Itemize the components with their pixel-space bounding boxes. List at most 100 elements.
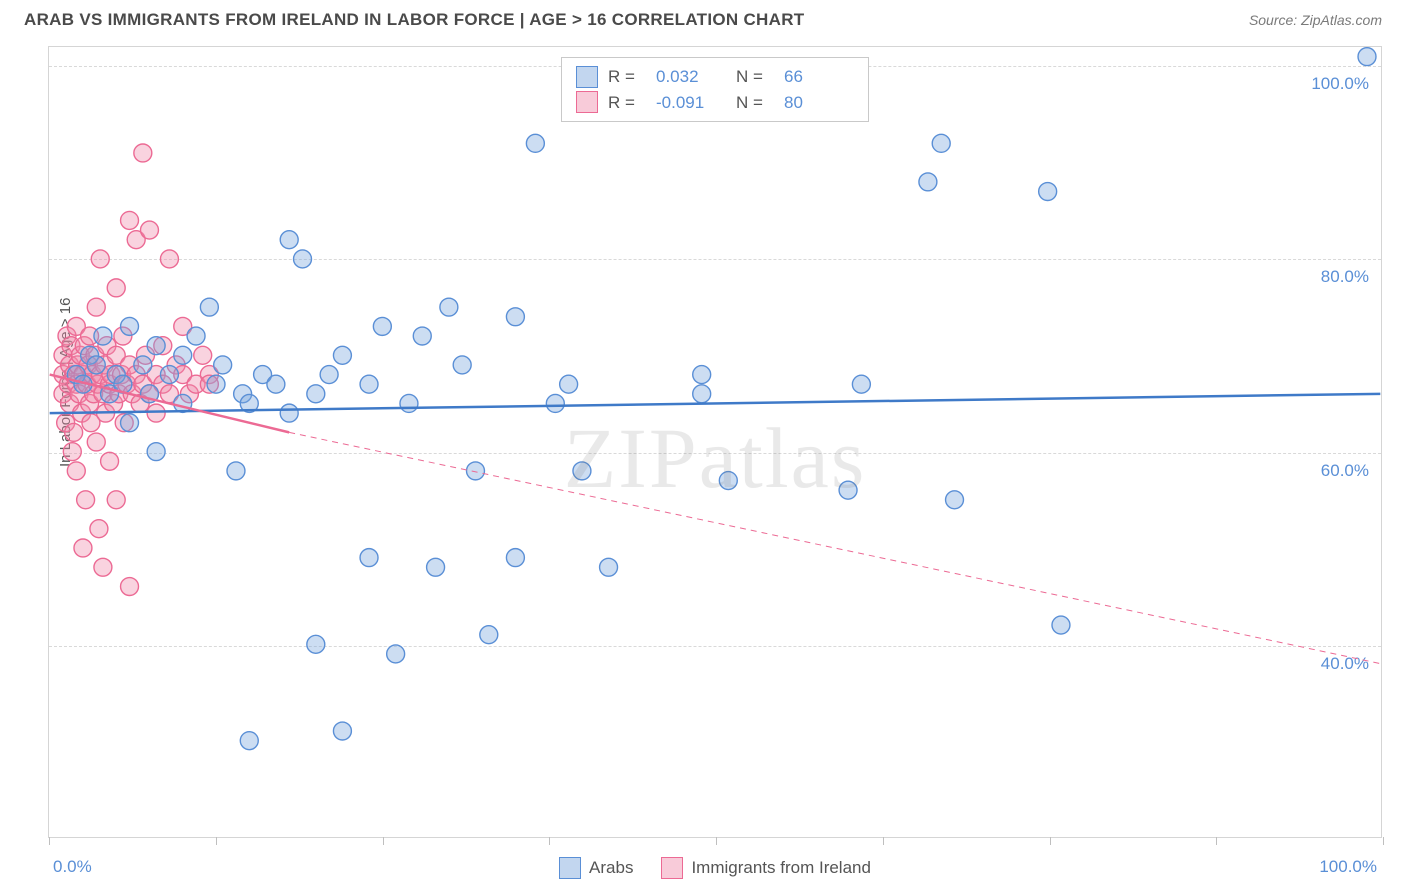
chart-area: In Labor Force | Age > 16 100.0%80.0%60.… — [48, 46, 1382, 838]
point-arabs — [453, 356, 471, 374]
point-arabs — [87, 356, 105, 374]
point-arabs — [333, 722, 351, 740]
x-tick-mark — [216, 837, 217, 845]
point-ireland — [87, 433, 105, 451]
point-arabs — [573, 462, 591, 480]
point-arabs — [147, 443, 165, 461]
point-arabs — [932, 134, 950, 152]
point-arabs — [427, 558, 445, 576]
point-ireland — [77, 491, 95, 509]
point-ireland — [63, 443, 81, 461]
legend-row-ireland: R = -0.091 N = 80 — [576, 90, 854, 116]
point-arabs — [294, 250, 312, 268]
swatch-blue-icon — [559, 857, 581, 879]
swatch-pink-icon — [661, 857, 683, 879]
x-tick-mark — [1050, 837, 1051, 845]
x-tick-mark — [1383, 837, 1384, 845]
point-arabs — [174, 394, 192, 412]
point-ireland — [74, 539, 92, 557]
x-tick-mark — [716, 837, 717, 845]
point-arabs — [320, 366, 338, 384]
x-tick-mark — [883, 837, 884, 845]
point-ireland — [160, 250, 178, 268]
swatch-blue-icon — [576, 66, 598, 88]
point-arabs — [227, 462, 245, 480]
point-arabs — [174, 346, 192, 364]
n-label: N = — [736, 64, 774, 90]
point-arabs — [839, 481, 857, 499]
point-arabs — [214, 356, 232, 374]
legend-row-arabs: R = 0.032 N = 66 — [576, 64, 854, 90]
r-value-ireland: -0.091 — [656, 90, 726, 116]
x-tick-mark — [1216, 837, 1217, 845]
point-arabs — [1039, 183, 1057, 201]
point-ireland — [121, 578, 139, 596]
series-legend: Arabs Immigrants from Ireland — [49, 857, 1381, 879]
point-arabs — [440, 298, 458, 316]
point-arabs — [307, 385, 325, 403]
point-arabs — [187, 327, 205, 345]
point-arabs — [946, 491, 964, 509]
point-arabs — [280, 404, 298, 422]
point-ireland — [65, 423, 83, 441]
point-arabs — [373, 317, 391, 335]
point-arabs — [360, 549, 378, 567]
r-label: R = — [608, 64, 646, 90]
point-ireland — [101, 452, 119, 470]
point-ireland — [141, 221, 159, 239]
trendline-ireland-dash — [289, 432, 1380, 663]
point-arabs — [1052, 616, 1070, 634]
point-arabs — [121, 317, 139, 335]
point-arabs — [506, 549, 524, 567]
legend-item-ireland: Immigrants from Ireland — [661, 857, 871, 879]
point-arabs — [207, 375, 225, 393]
point-arabs — [919, 173, 937, 191]
point-arabs — [240, 732, 258, 750]
point-arabs — [506, 308, 524, 326]
point-arabs — [400, 394, 418, 412]
legend-label-ireland: Immigrants from Ireland — [691, 858, 871, 878]
legend-item-arabs: Arabs — [559, 857, 633, 879]
point-ireland — [121, 211, 139, 229]
chart-source: Source: ZipAtlas.com — [1249, 12, 1382, 28]
point-ireland — [67, 462, 85, 480]
point-arabs — [121, 414, 139, 432]
point-arabs — [280, 231, 298, 249]
r-label: R = — [608, 90, 646, 116]
point-ireland — [194, 346, 212, 364]
point-ireland — [107, 491, 125, 509]
point-arabs — [560, 375, 578, 393]
point-ireland — [91, 250, 109, 268]
point-arabs — [546, 394, 564, 412]
x-tick-mark — [549, 837, 550, 845]
correlation-legend: R = 0.032 N = 66 R = -0.091 N = 80 — [561, 57, 869, 122]
point-ireland — [87, 298, 105, 316]
point-ireland — [147, 404, 165, 422]
chart-title: ARAB VS IMMIGRANTS FROM IRELAND IN LABOR… — [24, 10, 804, 30]
point-arabs — [693, 385, 711, 403]
point-arabs — [94, 327, 112, 345]
point-arabs — [160, 366, 178, 384]
point-arabs — [719, 472, 737, 490]
swatch-pink-icon — [576, 91, 598, 113]
r-value-arabs: 0.032 — [656, 64, 726, 90]
point-ireland — [90, 520, 108, 538]
n-value-arabs: 66 — [784, 64, 854, 90]
point-arabs — [134, 356, 152, 374]
legend-label-arabs: Arabs — [589, 858, 633, 878]
scatter-plot — [49, 47, 1381, 837]
point-arabs — [413, 327, 431, 345]
point-arabs — [333, 346, 351, 364]
n-label: N = — [736, 90, 774, 116]
point-arabs — [1358, 48, 1376, 66]
point-arabs — [852, 375, 870, 393]
point-arabs — [360, 375, 378, 393]
point-ireland — [107, 279, 125, 297]
point-arabs — [526, 134, 544, 152]
point-arabs — [693, 366, 711, 384]
point-arabs — [480, 626, 498, 644]
point-arabs — [200, 298, 218, 316]
point-ireland — [134, 144, 152, 162]
x-tick-mark — [383, 837, 384, 845]
point-arabs — [147, 337, 165, 355]
